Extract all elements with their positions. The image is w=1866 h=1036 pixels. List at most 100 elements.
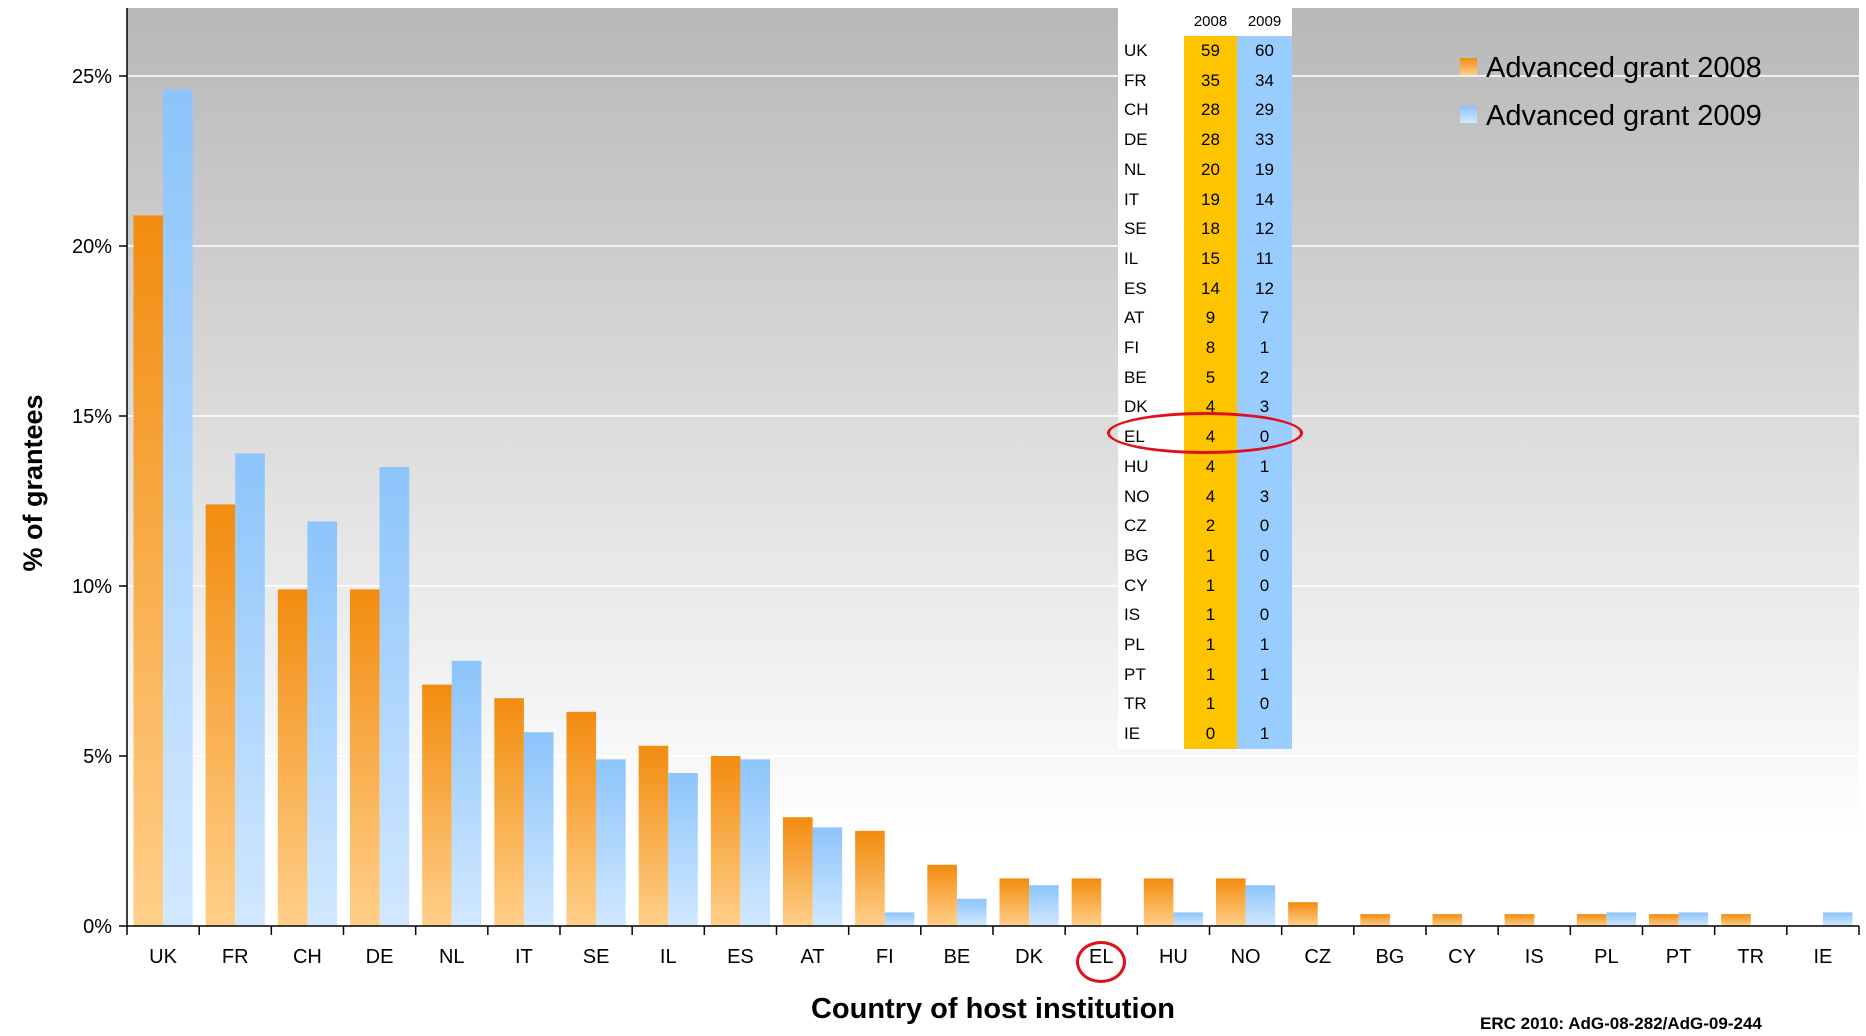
- bar-2008: [205, 504, 236, 926]
- table-row: IE 0 1: [1118, 719, 1292, 749]
- table-cell-2009: 0: [1237, 570, 1292, 601]
- x-tick-label: SE: [583, 946, 610, 968]
- table-cell-country: AT: [1124, 308, 1145, 328]
- table-cell-country: SE: [1124, 219, 1147, 239]
- bar-2009: [1173, 912, 1204, 926]
- table-cell-2009: 2: [1237, 362, 1292, 393]
- table-cell-2009: 1: [1237, 630, 1292, 660]
- x-tick-label: UK: [149, 946, 177, 968]
- table-row: PT 1 1: [1118, 659, 1292, 690]
- table-row: HU 4 1: [1118, 451, 1292, 482]
- x-tick-label: PL: [1594, 946, 1618, 968]
- table-cell-country: DE: [1124, 130, 1148, 150]
- table-cell-2008: 1: [1184, 540, 1237, 571]
- bar-2008: [1648, 914, 1679, 926]
- bar-2009: [307, 521, 338, 926]
- x-tick-label: DE: [366, 946, 394, 968]
- table-cell-country: HU: [1124, 456, 1149, 476]
- table-header-row: 2008 2009: [1118, 8, 1292, 36]
- table-cell-country: CZ: [1124, 516, 1147, 536]
- bar-2009: [884, 912, 915, 926]
- table-cell-country: NL: [1124, 159, 1146, 179]
- x-tick-label: ES: [727, 946, 754, 968]
- table-row: BE 5 2: [1118, 362, 1292, 393]
- table-row: UK 59 60: [1118, 36, 1292, 66]
- table-cell-2008: 18: [1184, 214, 1237, 244]
- table-cell-country: FI: [1124, 338, 1140, 358]
- table-header-blank: [1118, 8, 1184, 36]
- bar-2009: [956, 898, 987, 926]
- table-cell-2008: 4: [1184, 451, 1237, 482]
- table-cell-country: IE: [1124, 724, 1141, 744]
- bar-2008: [1504, 914, 1535, 926]
- table-cell-2009: 1: [1237, 659, 1292, 690]
- table-cell-2008: 9: [1184, 303, 1237, 334]
- bar-2008: [710, 756, 741, 926]
- bar-2009: [1822, 912, 1853, 926]
- bar-2009: [812, 827, 843, 926]
- table-cell-2008: 19: [1184, 184, 1237, 215]
- bar-2008: [1143, 878, 1174, 926]
- bar-2009: [1245, 885, 1276, 926]
- table-cell-country: FR: [1124, 70, 1147, 90]
- x-tick-label: IS: [1525, 946, 1544, 968]
- table-cell-2009: 0: [1237, 689, 1292, 720]
- bar-2009: [1029, 885, 1059, 926]
- x-tick-label: FR: [222, 946, 249, 968]
- table-cell-2009: 12: [1237, 214, 1292, 244]
- legend-swatch-2008: [1460, 58, 1477, 75]
- table-row: IL 15 11: [1118, 243, 1292, 274]
- table-cell-2008: 1: [1184, 570, 1237, 601]
- y-tick-label: 25%: [72, 66, 112, 88]
- bar-2009: [451, 660, 482, 926]
- table-cell-2008: 1: [1184, 659, 1237, 690]
- table-cell-2009: 1: [1237, 451, 1292, 482]
- bar-2008: [277, 589, 308, 926]
- table-row: DE 28 33: [1118, 125, 1292, 155]
- gridlines: [127, 75, 1859, 757]
- bars: [133, 89, 1853, 927]
- legend: Advanced grant 2008 Advanced grant 2009: [1460, 52, 1762, 132]
- bar-2008: [422, 684, 452, 926]
- table-cell-2008: 20: [1184, 154, 1237, 185]
- axes: 0% 5% 10% 15% 20% 25% UK FR CH DE NL IT SE IL ES AT FI BE…: [72, 8, 1860, 968]
- bar-2008: [1215, 878, 1246, 926]
- table-cell-2009: 60: [1237, 36, 1292, 66]
- table-cell-2009: 34: [1237, 65, 1292, 96]
- table-row: IS 1 0: [1118, 600, 1292, 631]
- bar-2009: [235, 453, 265, 926]
- bar-2008: [1721, 914, 1751, 926]
- table-cell-2008: 14: [1184, 273, 1237, 304]
- table-cell-2008: 15: [1184, 243, 1237, 274]
- table-cell-2009: 14: [1237, 184, 1292, 215]
- bar-2008: [566, 711, 597, 926]
- bar-2008: [927, 864, 957, 926]
- y-axis-title: % of grantees: [18, 394, 48, 571]
- table-cell-2009: 33: [1237, 125, 1292, 155]
- source-credit: ERC 2010: AdG-08-282/AdG-09-244: [1480, 1014, 1762, 1033]
- table-cell-2008: 1: [1184, 600, 1237, 631]
- table-cell-2008: 35: [1184, 65, 1237, 96]
- legend-swatch-2009: [1460, 106, 1477, 123]
- table-cell-country: IS: [1124, 605, 1141, 625]
- table-cell-country: CH: [1124, 100, 1149, 120]
- bar-2008: [1288, 902, 1318, 926]
- table-row: FI 8 1: [1118, 333, 1292, 363]
- table-cell-2009: 1: [1237, 719, 1292, 749]
- bar-2008: [1576, 914, 1607, 926]
- x-tick-label: NO: [1231, 946, 1261, 968]
- x-tick-label: TR: [1737, 946, 1764, 968]
- table-cell-2009: 7: [1237, 303, 1292, 334]
- table-cell-2008: 28: [1184, 95, 1237, 126]
- plot-background: [127, 8, 1859, 926]
- x-tick-label: CZ: [1304, 946, 1331, 968]
- bar-2009: [1606, 912, 1637, 926]
- bar-2009: [740, 759, 771, 926]
- bar-2008: [1360, 914, 1390, 926]
- table-row: CY 1 0: [1118, 570, 1292, 601]
- table-cell-2008: 4: [1184, 481, 1237, 512]
- bar-2009: [379, 467, 410, 926]
- table-cell-2009: 11: [1237, 243, 1292, 274]
